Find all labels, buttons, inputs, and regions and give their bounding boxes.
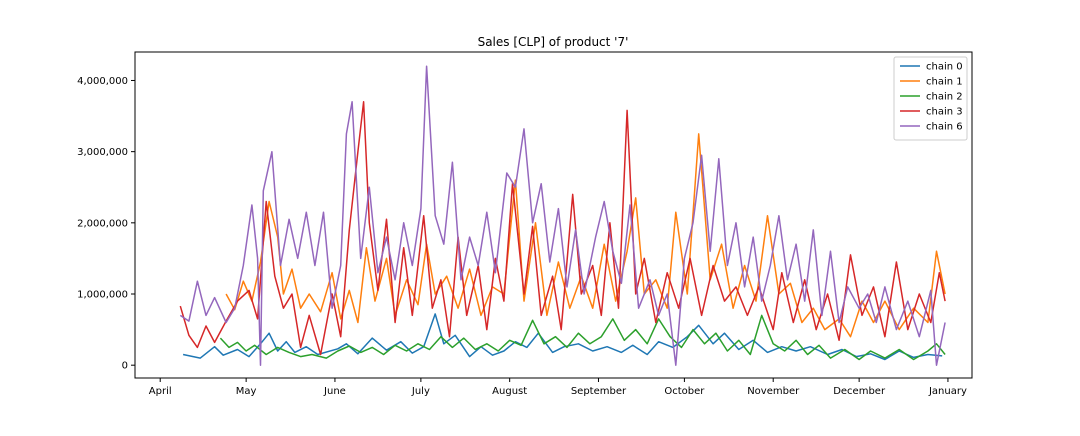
x-tick-label: July (411, 386, 430, 397)
x-tick-label: October (664, 386, 705, 397)
legend-label: chain 6 (926, 122, 963, 133)
legend-label: chain 2 (926, 92, 963, 103)
series-line-chain-2 (219, 314, 946, 361)
series-layer (179, 65, 946, 366)
y-tick-label: 4,000,000 (77, 76, 128, 87)
x-tick-label: January (928, 386, 967, 397)
x-tick-label: September (571, 386, 627, 397)
y-tick-label: 2,000,000 (77, 218, 128, 229)
x-axis: April May June July August September October No… (149, 378, 967, 397)
legend-label: chain 3 (926, 107, 963, 118)
y-tick-label: 1,000,000 (77, 290, 128, 301)
series-line-chain-1 (225, 133, 946, 338)
legend-label: chain 1 (926, 77, 963, 88)
x-tick-label: August (492, 386, 527, 397)
y-tick-label: 3,000,000 (77, 147, 128, 158)
legend: chain 0 chain 1 chain 2 chain 3 chain 6 (893, 56, 968, 141)
x-tick-label: May (236, 386, 257, 397)
y-tick-label: 0 (122, 361, 128, 372)
series-line-chain-6 (179, 65, 946, 366)
x-tick-label: April (149, 386, 172, 397)
x-tick-label: November (747, 386, 800, 397)
legend-box (893, 56, 968, 141)
x-tick-label: December (833, 386, 886, 397)
chart-title: Sales [CLP] of product '7' (478, 35, 629, 49)
x-tick-label: June (323, 386, 346, 397)
series-line-chain-0 (182, 313, 943, 361)
series-line-chain-3 (179, 101, 946, 356)
legend-label: chain 0 (926, 62, 963, 73)
y-axis: 0 1,000,000 2,000,000 3,000,000 4,000,000 (77, 76, 135, 372)
plot-area-frame (134, 51, 973, 379)
